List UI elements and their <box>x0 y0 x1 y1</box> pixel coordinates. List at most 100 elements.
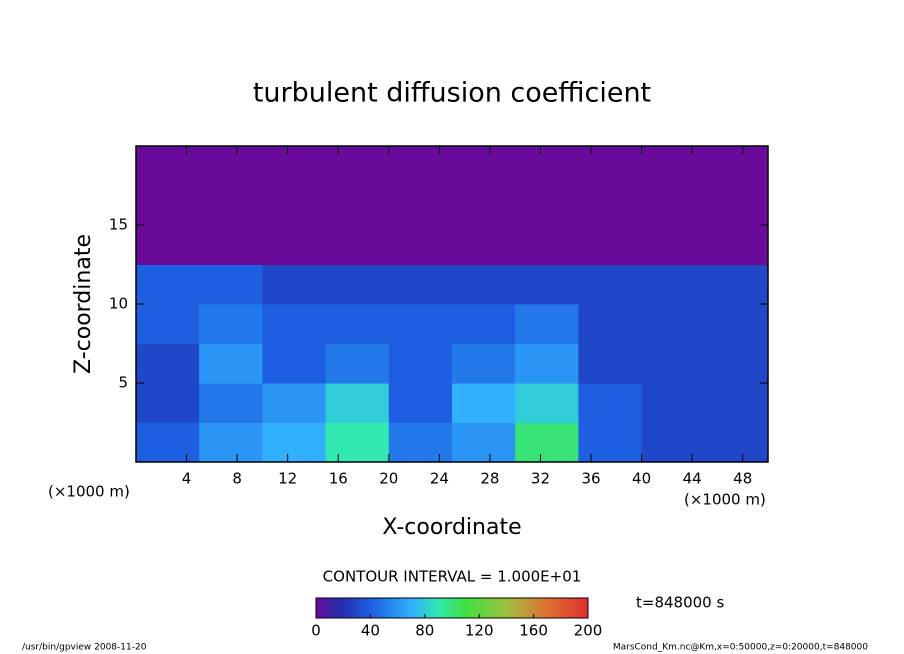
heat-cell <box>515 146 579 186</box>
heat-cell <box>136 225 200 265</box>
heat-cell <box>136 343 200 384</box>
footer-left: /usr/bin/gpview 2008-11-20 <box>22 643 147 653</box>
heat-cell <box>515 185 579 226</box>
heat-cell <box>578 383 643 423</box>
heat-cell <box>136 185 200 226</box>
heat-cell <box>325 343 390 384</box>
heat-cell <box>515 264 579 305</box>
heat-cell <box>262 185 327 226</box>
x-tick-label: 20 <box>379 470 398 488</box>
heat-cell <box>199 146 263 186</box>
heat-cell <box>578 185 643 226</box>
x-unit: (×1000 m) <box>684 491 766 509</box>
contour-note: CONTOUR INTERVAL = 1.000E+01 <box>323 568 582 586</box>
colorbar-tick-label: 120 <box>465 622 494 640</box>
heat-cell <box>388 422 453 463</box>
colorbar-tick-label: 80 <box>415 622 434 640</box>
heat-cell <box>452 264 516 305</box>
heat-cell <box>452 146 516 186</box>
heat-cell <box>325 185 390 226</box>
heat-cell <box>452 383 516 423</box>
x-tick-label: 28 <box>480 470 499 488</box>
heat-cell <box>199 422 263 463</box>
heat-cell <box>704 343 769 384</box>
y-tick-label: 5 <box>118 374 128 392</box>
heat-cell <box>199 225 263 265</box>
heat-cell <box>578 343 643 384</box>
x-tick-label: 36 <box>581 470 600 488</box>
heat-cell <box>388 146 453 186</box>
heat-cell <box>199 343 263 384</box>
heat-cell <box>704 304 769 344</box>
colorbar-tick-label: 0 <box>311 622 321 640</box>
heat-cell <box>515 422 579 463</box>
heat-cell <box>136 304 200 344</box>
heat-cell <box>262 304 327 344</box>
x-tick-label: 8 <box>232 470 242 488</box>
x-tick-label: 40 <box>632 470 651 488</box>
heat-cell <box>325 304 390 344</box>
heat-cell <box>704 185 769 226</box>
x-axis-label: X-coordinate <box>382 515 521 540</box>
heat-cell <box>578 264 643 305</box>
heat-cell <box>388 383 453 423</box>
heat-cell <box>136 264 200 305</box>
heat-cell <box>325 146 390 186</box>
heat-cell <box>388 343 453 384</box>
heat-cell <box>262 146 327 186</box>
heat-cell <box>388 304 453 344</box>
heat-cell <box>578 225 643 265</box>
colorbar-tick-label: 200 <box>574 622 603 640</box>
heat-cell <box>704 383 769 423</box>
y-tick-label: 10 <box>109 295 128 313</box>
heat-cell <box>136 146 200 186</box>
heat-cell <box>641 304 706 344</box>
heat-cell <box>199 304 263 344</box>
heat-cell <box>136 422 200 463</box>
heat-cell <box>262 225 327 265</box>
heat-cell <box>641 383 706 423</box>
x-tick-label: 4 <box>182 470 192 488</box>
heat-cell <box>325 422 390 463</box>
heat-cell <box>262 343 327 384</box>
heat-cell <box>578 422 643 463</box>
heat-cell <box>641 264 706 305</box>
heat-cell <box>641 185 706 226</box>
heat-cell <box>578 304 643 344</box>
heat-cell <box>641 343 706 384</box>
x-tick-label: 44 <box>683 470 702 488</box>
y-tick-label: 15 <box>109 216 128 234</box>
heat-cell <box>199 264 263 305</box>
heat-cell <box>325 264 390 305</box>
heat-cell <box>199 383 263 423</box>
heat-cell <box>704 264 769 305</box>
heat-cell <box>452 225 516 265</box>
heat-cell <box>136 383 200 423</box>
x-tick-label: 16 <box>329 470 348 488</box>
y-axis-label: Z-coordinate <box>71 234 96 374</box>
heat-cell <box>452 343 516 384</box>
heat-cell <box>704 146 769 186</box>
time-note: t=848000 s <box>636 594 724 612</box>
colorbar-tick-label: 40 <box>361 622 380 640</box>
colorbar-tick-label: 160 <box>519 622 548 640</box>
heat-cell <box>578 146 643 186</box>
chart-title: turbulent diffusion coefficient <box>253 78 651 109</box>
x-tick-label: 48 <box>733 470 752 488</box>
heat-cell <box>262 422 327 463</box>
heat-cell <box>452 422 516 463</box>
heat-cell <box>515 383 579 423</box>
heat-cell <box>704 422 769 463</box>
heat-cell <box>452 304 516 344</box>
heat-cell <box>452 185 516 226</box>
heat-cell <box>704 225 769 265</box>
x-tick-label: 32 <box>531 470 550 488</box>
x-tick-label: 24 <box>430 470 449 488</box>
heat-cell <box>262 264 327 305</box>
x-tick-label: 12 <box>278 470 297 488</box>
heat-cell <box>515 304 579 344</box>
colorbar <box>315 597 589 619</box>
heat-cell <box>199 185 263 226</box>
heat-cell <box>325 383 390 423</box>
y-unit: (×1000 m) <box>48 483 130 501</box>
